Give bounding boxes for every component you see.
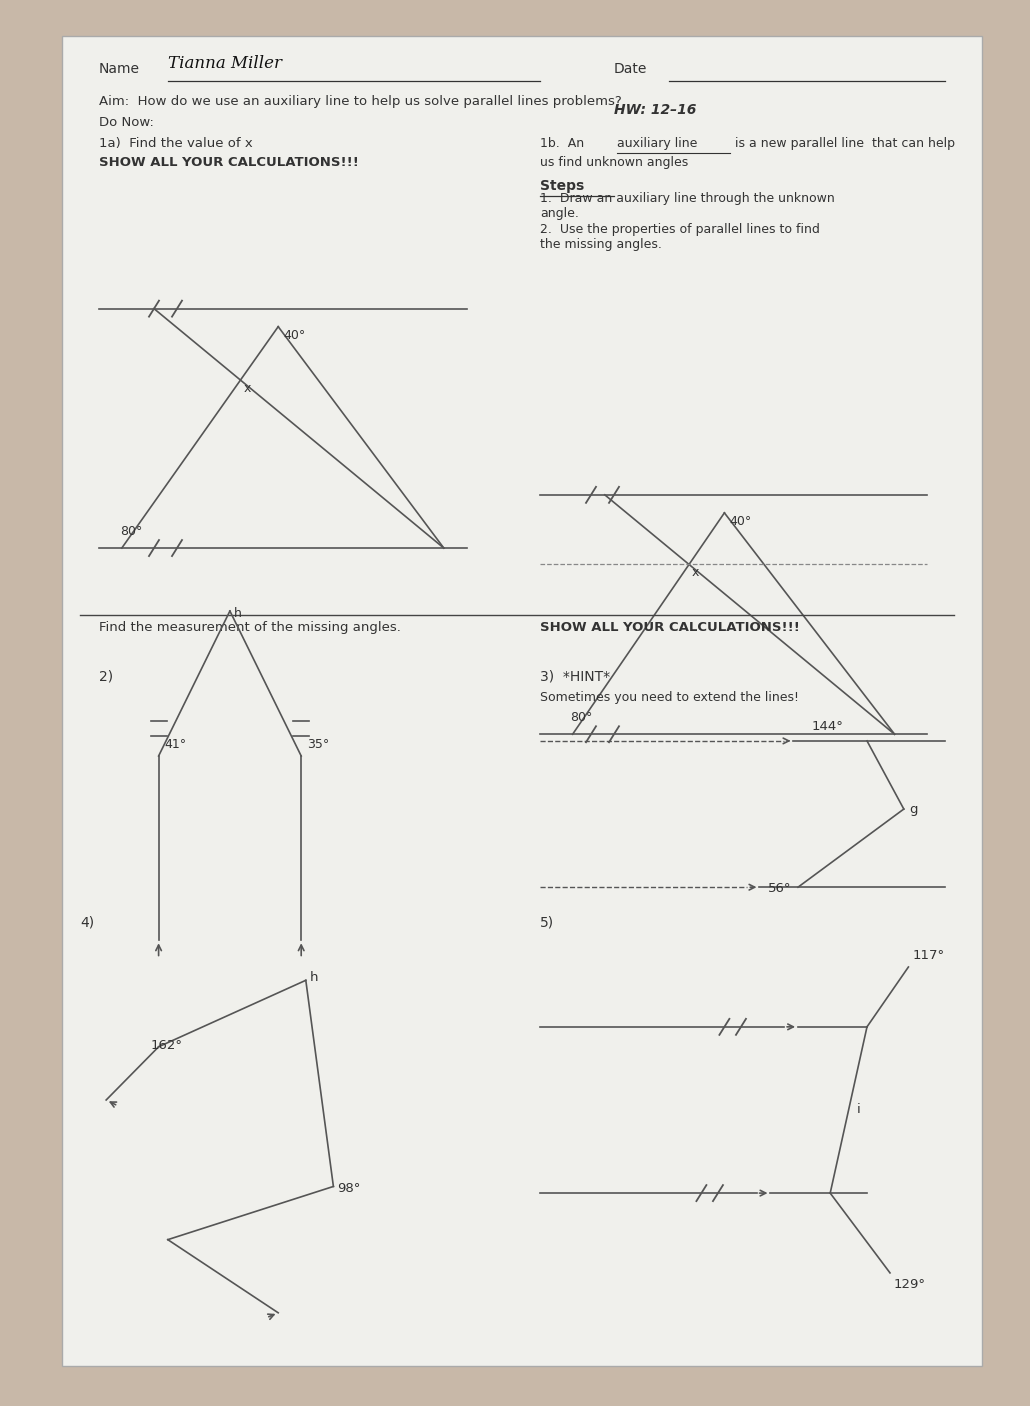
Text: 162°: 162° [150, 1039, 182, 1052]
Text: 35°: 35° [307, 738, 330, 751]
Text: 1.  Draw an auxiliary line through the unknown
angle.: 1. Draw an auxiliary line through the un… [541, 191, 835, 219]
Text: is a new parallel line  that can help: is a new parallel line that can help [731, 138, 955, 150]
Text: Do Now:: Do Now: [99, 117, 153, 129]
Text: 117°: 117° [913, 949, 945, 962]
Text: h: h [310, 972, 318, 984]
Text: g: g [908, 803, 918, 815]
Text: Aim:  How do we use an auxiliary line to help us solve parallel lines problems?: Aim: How do we use an auxiliary line to … [99, 94, 621, 108]
Text: 41°: 41° [165, 738, 186, 751]
Text: 3)  *HINT*: 3) *HINT* [541, 669, 611, 683]
Text: 4): 4) [80, 915, 95, 929]
Text: Steps: Steps [541, 179, 585, 193]
Text: us find unknown angles: us find unknown angles [541, 156, 689, 169]
Text: 144°: 144° [812, 720, 844, 733]
Text: 40°: 40° [283, 329, 306, 342]
Text: i: i [857, 1104, 860, 1116]
Text: x: x [692, 567, 699, 579]
Text: 129°: 129° [894, 1278, 926, 1291]
Text: 80°: 80° [571, 711, 593, 724]
Text: Find the measurement of the missing angles.: Find the measurement of the missing angl… [99, 620, 401, 634]
Text: 2): 2) [99, 669, 113, 683]
Text: Name: Name [99, 62, 140, 76]
Text: x: x [243, 382, 251, 395]
Text: Tianna Miller: Tianna Miller [168, 55, 282, 72]
Text: 98°: 98° [338, 1182, 360, 1195]
Text: 5): 5) [541, 915, 554, 929]
Text: 56°: 56° [768, 882, 791, 896]
Text: 1b.  An: 1b. An [541, 138, 588, 150]
Text: HW: 12–16: HW: 12–16 [614, 103, 696, 117]
Text: 40°: 40° [729, 515, 752, 527]
Text: 80°: 80° [119, 524, 142, 538]
Text: SHOW ALL YOUR CALCULATIONS!!!: SHOW ALL YOUR CALCULATIONS!!! [99, 156, 358, 169]
Bar [62, 37, 982, 1367]
Text: h: h [234, 607, 242, 620]
Text: 1a)  Find the value of x: 1a) Find the value of x [99, 138, 252, 150]
Text: Sometimes you need to extend the lines!: Sometimes you need to extend the lines! [541, 690, 799, 703]
Text: auxiliary line: auxiliary line [617, 138, 697, 150]
Text: Date: Date [614, 62, 648, 76]
Text: SHOW ALL YOUR CALCULATIONS!!!: SHOW ALL YOUR CALCULATIONS!!! [541, 620, 800, 634]
Text: 2.  Use the properties of parallel lines to find
the missing angles.: 2. Use the properties of parallel lines … [541, 224, 820, 252]
